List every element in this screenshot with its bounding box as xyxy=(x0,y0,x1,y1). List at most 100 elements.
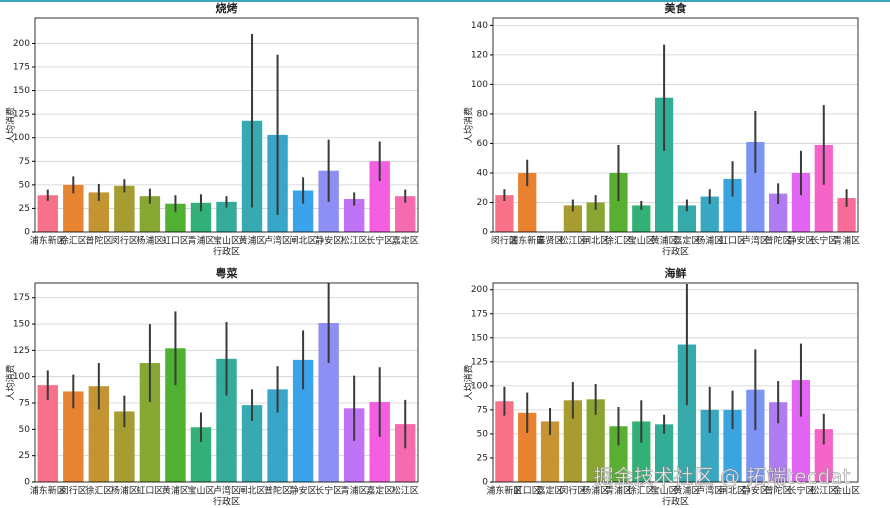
x-axis-label: 行政区 xyxy=(662,496,689,508)
x-tick-label: 闵行区 xyxy=(559,485,586,497)
x-tick-label: 闸北区 xyxy=(290,236,317,247)
y-tick-label: 125 xyxy=(13,110,30,120)
bar xyxy=(563,205,582,232)
bar xyxy=(654,424,674,482)
x-tick-label: 松江区 xyxy=(341,235,368,247)
x-tick-label: 普陀区 xyxy=(264,485,291,497)
bar xyxy=(292,359,314,482)
x-tick-label: 奉贤区 xyxy=(537,235,564,247)
bar xyxy=(369,401,390,482)
bar xyxy=(241,405,263,482)
y-axis-label: 人均消费 xyxy=(463,364,475,400)
axes-frame xyxy=(492,282,859,483)
x-tick-label: 普陀区 xyxy=(765,235,792,247)
bar xyxy=(723,409,742,482)
y-tick-label: 140 xyxy=(471,21,488,31)
x-tick-label: 闵行区 xyxy=(491,235,518,247)
x-tick-label: 浦东新区 xyxy=(30,485,66,497)
axes-frame xyxy=(492,17,859,233)
x-tick-label: 静安区 xyxy=(787,235,814,247)
bar xyxy=(769,193,788,232)
bar xyxy=(791,380,811,482)
bar xyxy=(369,161,390,232)
x-tick-label: 浦东新区 xyxy=(486,485,522,497)
y-tick-label: 175 xyxy=(471,309,488,319)
bar xyxy=(190,202,212,232)
y-tick-label: 0 xyxy=(24,228,30,238)
bar xyxy=(495,401,514,482)
y-axis-label: 人均消费 xyxy=(5,107,17,143)
x-axis-label: 行政区 xyxy=(662,246,689,258)
bar xyxy=(63,184,84,232)
y-tick-label: 0 xyxy=(482,228,488,238)
y-tick-label: 100 xyxy=(471,381,488,391)
x-tick-label: 嘉定区 xyxy=(392,235,419,247)
bar xyxy=(343,408,365,482)
x-tick-label: 嘉定区 xyxy=(366,485,393,497)
bar xyxy=(343,199,365,232)
x-tick-label: 黄浦区 xyxy=(673,485,700,497)
y-tick-label: 50 xyxy=(19,425,31,435)
axes-frame xyxy=(34,17,419,233)
x-tick-label: 普陀区 xyxy=(765,485,792,497)
x-tick-label: 闸北区 xyxy=(239,486,266,497)
bar xyxy=(165,348,186,482)
y-tick-label: 150 xyxy=(471,333,488,343)
x-tick-label: 杨浦区 xyxy=(696,235,723,247)
chart-title: 美食 xyxy=(665,1,688,15)
bar xyxy=(837,198,856,232)
bar xyxy=(632,205,651,232)
x-tick-label: 松江区 xyxy=(559,235,586,247)
x-tick-label: 宝山区 xyxy=(187,485,214,497)
y-axis-label: 人均消费 xyxy=(463,107,475,143)
x-tick-label: 松江区 xyxy=(810,485,837,497)
bar xyxy=(700,409,719,482)
x-tick-label: 嘉定区 xyxy=(673,235,700,247)
bar xyxy=(318,323,339,482)
axes-frame xyxy=(34,282,419,483)
x-tick-label: 黄浦区 xyxy=(162,485,189,497)
x-tick-label: 徐汇区 xyxy=(85,485,112,497)
bar xyxy=(37,195,58,232)
x-tick-label: 静安区 xyxy=(315,235,342,247)
y-tick-label: 120 xyxy=(471,50,488,60)
y-tick-label: 100 xyxy=(13,372,30,382)
bar xyxy=(563,400,582,482)
bar xyxy=(216,358,237,482)
bar xyxy=(395,424,416,482)
y-tick-label: 200 xyxy=(471,285,488,295)
y-tick-label: 60 xyxy=(477,139,489,149)
bar xyxy=(63,391,84,482)
bar xyxy=(495,195,514,232)
chart-title: 烧烤 xyxy=(216,1,238,15)
bar xyxy=(139,363,161,482)
y-tick-label: 20 xyxy=(477,198,489,208)
y-tick-label: 100 xyxy=(13,133,30,143)
x-tick-label: 静安区 xyxy=(290,485,317,497)
bar xyxy=(746,141,765,232)
x-tick-label: 静安区 xyxy=(742,485,769,497)
y-tick-label: 175 xyxy=(13,293,30,303)
bar xyxy=(769,402,788,482)
bar xyxy=(814,144,833,232)
x-tick-label: 杨浦区 xyxy=(136,235,163,247)
x-tick-label: 黄浦区 xyxy=(651,235,678,247)
y-tick-label: 40 xyxy=(477,168,489,178)
bar xyxy=(267,389,288,482)
bar xyxy=(814,429,833,482)
y-tick-label: 75 xyxy=(19,157,30,167)
x-tick-label: 虹口区 xyxy=(719,236,746,247)
bar xyxy=(540,421,560,482)
bar xyxy=(395,196,416,232)
y-tick-label: 50 xyxy=(477,429,489,439)
x-axis-label: 行政区 xyxy=(213,496,240,508)
x-tick-label: 卢湾区 xyxy=(213,485,240,497)
x-tick-label: 长宁区 xyxy=(810,235,837,247)
y-tick-label: 0 xyxy=(24,478,30,488)
y-tick-label: 150 xyxy=(13,320,30,330)
y-tick-label: 125 xyxy=(471,357,488,367)
bar xyxy=(586,399,605,482)
bar xyxy=(37,385,58,482)
x-tick-label: 宝山区 xyxy=(628,235,655,247)
x-tick-label: 宝山区 xyxy=(651,485,678,497)
